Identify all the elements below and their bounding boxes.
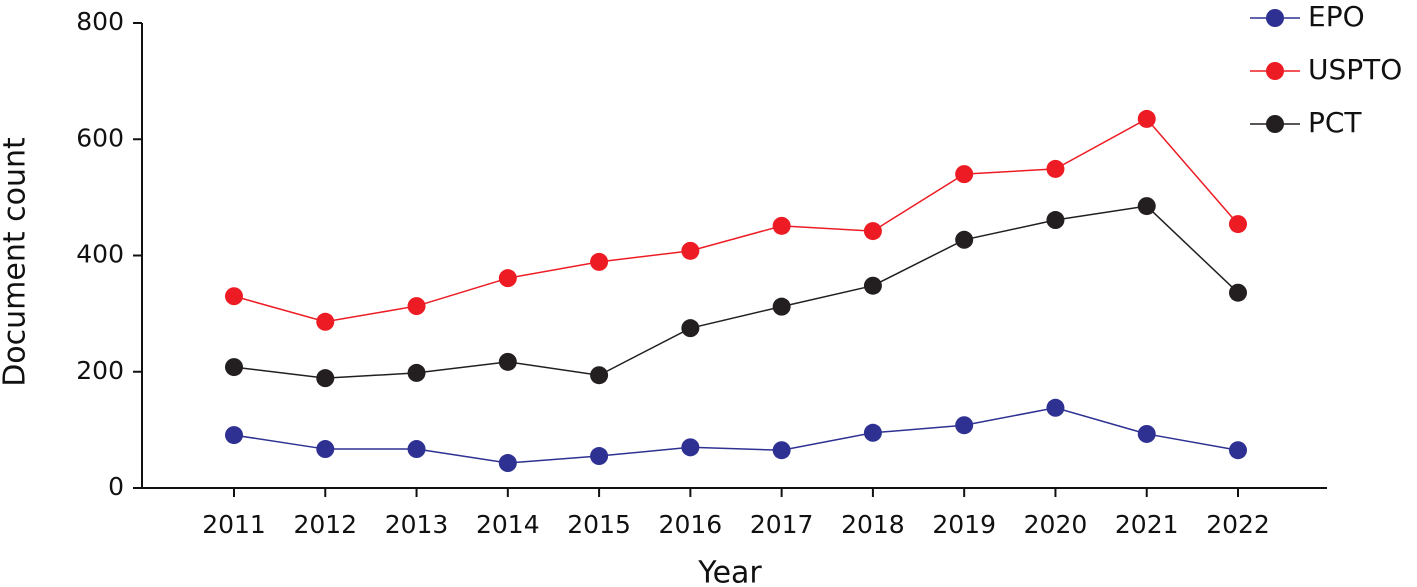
point xyxy=(498,269,517,288)
point xyxy=(225,426,243,445)
series-line xyxy=(233,407,1239,464)
y-tick-label: 800 xyxy=(76,7,124,36)
point xyxy=(590,252,609,271)
point xyxy=(955,230,974,249)
point xyxy=(225,358,243,377)
legend-marker xyxy=(1266,62,1284,80)
point xyxy=(316,312,335,331)
point xyxy=(1137,424,1156,443)
point xyxy=(863,222,882,241)
point xyxy=(955,165,974,184)
point xyxy=(1046,398,1065,417)
legend-label: PCT xyxy=(1308,106,1362,139)
x-tick-label: 2019 xyxy=(932,510,996,539)
point xyxy=(1137,109,1156,128)
point xyxy=(772,441,791,460)
point xyxy=(407,297,426,316)
legend-label: EPO xyxy=(1308,0,1365,33)
x-tick-label: 2022 xyxy=(1206,510,1270,539)
x-tick-label: 2020 xyxy=(1024,510,1088,539)
y-tick-label: 400 xyxy=(76,240,124,269)
point xyxy=(1046,211,1065,230)
legend-marker xyxy=(1266,9,1284,27)
point xyxy=(498,454,517,473)
x-axis-title: Year xyxy=(697,556,762,587)
point xyxy=(1046,159,1065,178)
point xyxy=(498,352,517,371)
point xyxy=(316,369,335,388)
point xyxy=(772,216,791,235)
point xyxy=(772,297,791,316)
legend-marker xyxy=(1266,115,1284,133)
point xyxy=(681,241,700,260)
x-tick-label: 2018 xyxy=(841,510,905,539)
series-line xyxy=(233,117,1239,323)
point xyxy=(1229,283,1247,302)
y-tick-label: 600 xyxy=(76,123,124,152)
point xyxy=(1229,215,1247,234)
x-tick-label: 2015 xyxy=(567,510,631,539)
point xyxy=(681,319,700,338)
x-tick-label: 2014 xyxy=(476,510,540,539)
point xyxy=(1229,441,1247,460)
point xyxy=(407,363,426,382)
point xyxy=(225,287,243,306)
point xyxy=(681,438,700,457)
point xyxy=(316,440,335,459)
series-line xyxy=(233,205,1239,379)
point xyxy=(590,447,609,466)
point xyxy=(863,276,882,295)
x-tick-label: 2016 xyxy=(659,510,723,539)
x-tick-label: 2012 xyxy=(293,510,357,539)
x-tick-label: 2013 xyxy=(385,510,449,539)
y-axis-title: Document count xyxy=(0,137,33,387)
x-tick-label: 2021 xyxy=(1115,510,1179,539)
x-tick-label: 2011 xyxy=(202,510,266,539)
y-tick-label: 0 xyxy=(108,472,124,501)
point xyxy=(1137,197,1156,216)
point xyxy=(955,416,974,435)
point xyxy=(590,366,609,385)
point xyxy=(407,440,426,459)
x-tick-label: 2017 xyxy=(750,510,814,539)
point xyxy=(863,423,882,442)
y-tick-label: 200 xyxy=(76,356,124,385)
legend-label: USPTO xyxy=(1308,53,1402,86)
